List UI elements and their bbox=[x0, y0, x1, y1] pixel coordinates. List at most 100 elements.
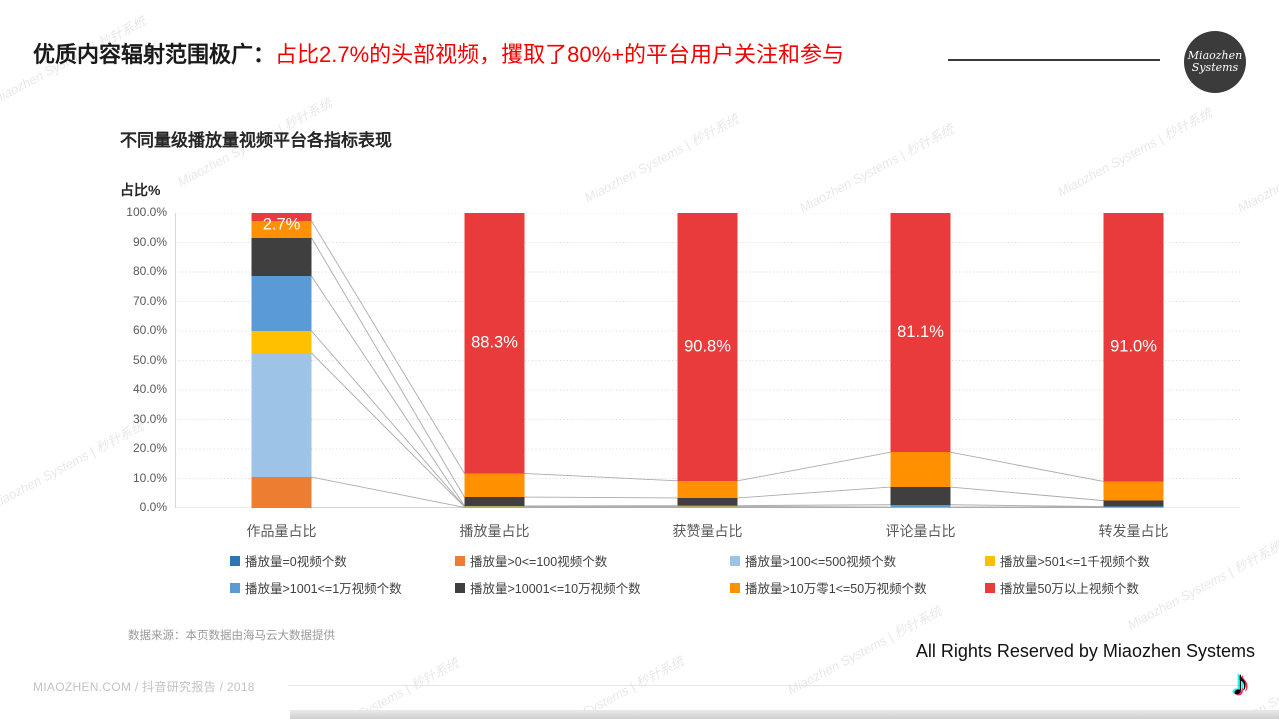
title-divider bbox=[948, 59, 1160, 61]
bar-segment bbox=[677, 480, 738, 498]
footer-divider bbox=[288, 685, 1243, 686]
bar-segment bbox=[464, 497, 525, 506]
logo-text-line2: Systems bbox=[1191, 61, 1239, 74]
bar-segment bbox=[677, 506, 738, 508]
bar-segment bbox=[251, 331, 312, 354]
watermark: Miaozhen Systems | 秒针系统 bbox=[0, 418, 147, 513]
page-title: 优质内容辐射范围极广：占比2.7%的头部视频，攫取了80%+的平台用户关注和参与 bbox=[33, 40, 844, 70]
legend-label: 播放量>1001<=1万视频个数 bbox=[245, 582, 402, 596]
y-axis-tick: 20.0% bbox=[132, 441, 167, 455]
series-line bbox=[311, 275, 465, 507]
bar-segment bbox=[890, 213, 951, 453]
bar-data-label: 81.1% bbox=[897, 323, 944, 341]
series-line bbox=[950, 486, 1104, 502]
legend-label: 播放量>501<=1千视频个数 bbox=[1000, 555, 1150, 569]
watermark: Miaozhen Systems | 秒针系统 bbox=[582, 111, 742, 206]
y-axis-tick: 10.0% bbox=[132, 470, 167, 485]
legend-label: 播放量>10万零1<=50万视频个数 bbox=[745, 582, 927, 596]
bar-segment bbox=[1103, 213, 1164, 482]
series-line bbox=[311, 352, 465, 508]
bar-segment bbox=[464, 213, 525, 474]
bar-segment bbox=[251, 477, 312, 508]
bar-segment bbox=[464, 473, 525, 498]
bar-segment bbox=[890, 504, 951, 508]
bar-segment bbox=[890, 487, 951, 505]
series-line bbox=[737, 451, 891, 482]
bar-segment bbox=[677, 497, 738, 506]
bar-segment bbox=[677, 213, 738, 481]
bar-segment bbox=[251, 237, 312, 277]
y-axis-tick: 40.0% bbox=[132, 382, 167, 396]
y-axis-tick: 80.0% bbox=[132, 264, 167, 278]
watermark: Miaozhen Systems | 秒针系统 bbox=[1235, 121, 1279, 216]
series-line bbox=[311, 220, 465, 474]
y-axis-tick: 70.0% bbox=[132, 293, 167, 308]
legend-item: 播放量=0视频个数 bbox=[230, 551, 347, 570]
logo-text-line1: Miaozhen bbox=[1187, 49, 1243, 62]
y-axis-tick: 0.0% bbox=[139, 500, 167, 514]
report-footer: MIAOZHEN.COM / 抖音研究报告 / 2018 bbox=[33, 680, 255, 694]
bar-data-label: 90.8% bbox=[684, 337, 731, 355]
series-line bbox=[524, 496, 678, 499]
y-axis-tick: 100.0% bbox=[126, 205, 167, 219]
bar-data-label: 2.7% bbox=[263, 215, 301, 233]
legend-label: 播放量>100<=500视频个数 bbox=[745, 555, 897, 569]
legend-item: 播放量>10万零1<=50万视频个数 bbox=[730, 578, 927, 597]
bar-segment bbox=[251, 213, 312, 221]
bar-segment bbox=[677, 505, 738, 507]
chart-plot-area: 2.7% 88.3% 90.8% 81.1% 91.0% bbox=[175, 212, 1240, 509]
legend-swatch bbox=[985, 582, 995, 593]
legend-swatch bbox=[230, 582, 240, 593]
bar-segment bbox=[464, 507, 525, 508]
page-title-statement: 占比2.7%的头部视频，攫取了80%+的平台用户关注和参与 bbox=[275, 42, 845, 67]
bar-segment bbox=[1103, 507, 1164, 508]
legend-label: 播放量>0<=100视频个数 bbox=[470, 555, 608, 569]
y-axis-title: 占比% bbox=[120, 182, 161, 198]
watermark: Miaozhen Systems | 秒针系统 bbox=[1055, 105, 1215, 200]
legend-swatch bbox=[230, 555, 240, 566]
legend-item: 播放量>100<=500视频个数 bbox=[730, 551, 896, 570]
series-line bbox=[311, 476, 465, 508]
bar-segment bbox=[890, 452, 951, 488]
legend-item: 播放量>0<=100视频个数 bbox=[455, 551, 607, 570]
legend-swatch bbox=[985, 555, 995, 566]
x-axis-label: 评论量占比 bbox=[885, 523, 956, 539]
bar-data-label: 88.3% bbox=[471, 334, 518, 352]
series-line bbox=[950, 451, 1104, 482]
bar-segment bbox=[464, 505, 525, 507]
bar-segment bbox=[464, 506, 525, 508]
bar-segment bbox=[251, 220, 312, 238]
bar-segment bbox=[251, 276, 312, 331]
data-source-note: 数据来源：本页数据由海马云大数据提供 bbox=[128, 630, 335, 642]
y-axis-tick: 60.0% bbox=[132, 323, 167, 337]
bar-segment bbox=[1103, 481, 1164, 501]
watermark: Miaozhen Systems | 秒针系统 bbox=[797, 121, 957, 216]
y-axis-tick: 30.0% bbox=[132, 411, 167, 426]
legend-swatch bbox=[455, 555, 465, 566]
x-axis-label: 播放量占比 bbox=[459, 523, 530, 539]
series-line bbox=[950, 504, 1104, 507]
legend-item: 播放量>10001<=10万视频个数 bbox=[455, 578, 641, 597]
series-line bbox=[524, 473, 678, 482]
chart-title: 不同量级播放量视频平台各指标表现 bbox=[120, 131, 392, 150]
bar-segment bbox=[1103, 500, 1164, 507]
series-line bbox=[737, 506, 891, 508]
legend-swatch bbox=[730, 582, 740, 593]
legend-swatch bbox=[455, 582, 465, 593]
x-axis-label: 转发量占比 bbox=[1098, 523, 1169, 539]
bar-data-label: 91.0% bbox=[1110, 338, 1157, 356]
legend-label: 播放量=0视频个数 bbox=[245, 555, 347, 569]
bar-segment bbox=[677, 507, 738, 508]
slide-edge-strip bbox=[290, 710, 1279, 719]
bar-segment bbox=[251, 353, 312, 478]
legend-label: 播放量>10001<=10万视频个数 bbox=[470, 582, 641, 596]
tiktok-icon: ♪ bbox=[1231, 662, 1249, 703]
y-axis-tick: 90.0% bbox=[132, 234, 167, 249]
series-line bbox=[737, 486, 891, 499]
legend-item: 播放量>1001<=1万视频个数 bbox=[230, 578, 402, 597]
x-axis-label: 作品量占比 bbox=[246, 523, 317, 539]
legend-item: 播放量50万以上视频个数 bbox=[985, 578, 1139, 597]
copyright-text: All Rights Reserved by Miaozhen Systems bbox=[915, 641, 1255, 661]
series-line bbox=[311, 330, 465, 507]
